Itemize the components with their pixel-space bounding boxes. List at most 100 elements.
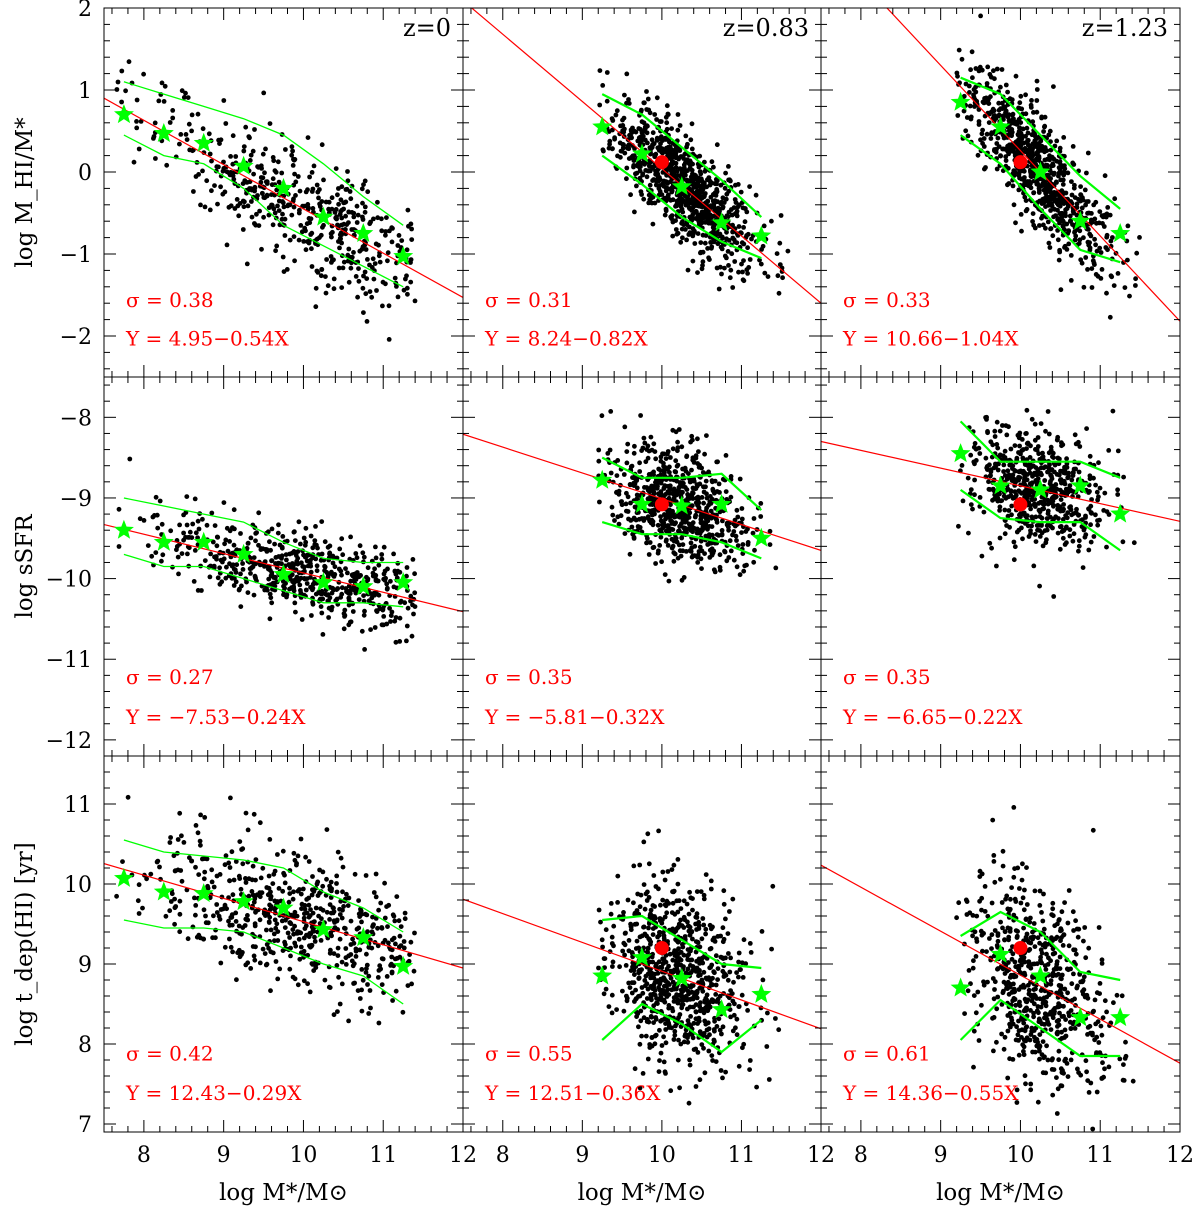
scatter-point bbox=[704, 203, 710, 208]
scatter-point bbox=[377, 259, 383, 265]
scatter-point bbox=[1004, 113, 1010, 119]
scatter-point bbox=[315, 545, 320, 551]
scatter-point bbox=[1036, 501, 1041, 506]
scatter-point bbox=[297, 207, 302, 213]
scatter-point bbox=[680, 489, 685, 495]
scatter-point bbox=[279, 170, 285, 176]
scatter-point bbox=[743, 529, 749, 534]
scatter-point bbox=[300, 886, 306, 892]
scatter-point bbox=[728, 474, 734, 479]
scatter-point bbox=[614, 473, 620, 478]
scatter-point bbox=[655, 522, 661, 528]
scatter-point bbox=[354, 220, 360, 225]
scatter-point bbox=[960, 498, 966, 504]
scatter-point bbox=[385, 585, 390, 591]
scatter-point bbox=[1104, 544, 1109, 550]
scatter-point bbox=[309, 189, 315, 194]
scatter-point bbox=[762, 270, 768, 276]
scatter-point bbox=[301, 915, 307, 921]
scatter-point bbox=[1009, 503, 1015, 509]
scatter-point bbox=[667, 470, 672, 475]
scatter-point bbox=[997, 428, 1003, 434]
scatter-point bbox=[288, 953, 293, 959]
scatter-point bbox=[286, 899, 292, 905]
scatter-point bbox=[650, 545, 656, 551]
scatter-point bbox=[1086, 506, 1091, 512]
scatter-point bbox=[269, 182, 275, 188]
scatter-point bbox=[269, 203, 275, 209]
scatter-point bbox=[731, 205, 737, 211]
scatter-point bbox=[1055, 455, 1061, 461]
scatter-point bbox=[343, 566, 348, 571]
scatter-point bbox=[641, 136, 646, 142]
scatter-point bbox=[668, 147, 674, 152]
scatter-point bbox=[1017, 489, 1022, 494]
scatter-point bbox=[1097, 485, 1103, 491]
scatter-point bbox=[696, 505, 702, 510]
scatter-point bbox=[320, 224, 325, 230]
scatter-point bbox=[761, 223, 767, 229]
scatter-point bbox=[994, 419, 1000, 425]
scatter-point bbox=[409, 633, 415, 639]
median-star bbox=[393, 572, 414, 592]
panel-r2-c3-scatter-points bbox=[956, 407, 1137, 599]
scatter-point bbox=[1034, 78, 1040, 84]
median-star bbox=[233, 543, 254, 563]
scatter-point bbox=[217, 565, 223, 571]
scatter-point bbox=[1017, 469, 1022, 475]
scatter-point bbox=[1067, 527, 1073, 533]
scatter-point bbox=[295, 853, 301, 859]
scatter-point bbox=[1021, 511, 1027, 517]
scatter-point bbox=[1043, 225, 1048, 231]
scatter-point bbox=[1033, 479, 1039, 485]
scatter-point bbox=[700, 470, 706, 475]
scatter-point bbox=[670, 527, 676, 532]
scatter-point bbox=[695, 552, 701, 558]
scatter-point bbox=[1095, 497, 1100, 503]
scatter-point bbox=[667, 139, 672, 145]
scatter-point bbox=[256, 510, 262, 516]
panel-r1-c1-lower-percentile-line bbox=[123, 134, 404, 288]
scatter-point bbox=[376, 968, 382, 973]
scatter-point bbox=[221, 556, 227, 562]
scatter-point bbox=[697, 218, 702, 224]
scatter-point bbox=[236, 587, 242, 593]
scatter-point bbox=[379, 216, 384, 222]
scatter-point bbox=[230, 161, 236, 167]
scatter-point bbox=[119, 68, 125, 74]
scatter-point bbox=[243, 810, 249, 816]
scatter-point bbox=[680, 209, 686, 215]
scatter-point bbox=[1009, 120, 1015, 126]
scatter-point bbox=[196, 872, 202, 877]
scatter-point bbox=[249, 199, 254, 204]
scatter-point bbox=[753, 192, 759, 198]
median-star bbox=[711, 493, 732, 513]
scatter-point bbox=[968, 452, 974, 458]
scatter-point bbox=[1042, 157, 1048, 163]
scatter-point bbox=[1017, 106, 1022, 111]
scatter-point bbox=[245, 541, 251, 546]
scatter-point bbox=[393, 639, 399, 645]
scatter-point bbox=[1034, 87, 1040, 92]
scatter-point bbox=[710, 486, 716, 492]
scatter-point bbox=[322, 563, 327, 569]
scatter-point bbox=[597, 102, 603, 108]
scatter-point bbox=[336, 201, 341, 207]
scatter-point bbox=[1046, 465, 1052, 471]
scatter-point bbox=[280, 579, 286, 584]
panel-r2-c3-plot-area bbox=[821, 407, 1180, 599]
scatter-point bbox=[214, 910, 220, 915]
scatter-point bbox=[202, 204, 208, 210]
scatter-point bbox=[319, 610, 325, 616]
scatter-point bbox=[223, 853, 229, 859]
scatter-point bbox=[298, 541, 303, 547]
scatter-point bbox=[337, 936, 343, 942]
scatter-point bbox=[202, 869, 208, 875]
scatter-point bbox=[346, 589, 351, 594]
scatter-point bbox=[1028, 506, 1033, 512]
scatter-point bbox=[744, 209, 750, 215]
scatter-point bbox=[340, 265, 346, 271]
scatter-point bbox=[1032, 501, 1037, 507]
scatter-point bbox=[667, 485, 673, 491]
